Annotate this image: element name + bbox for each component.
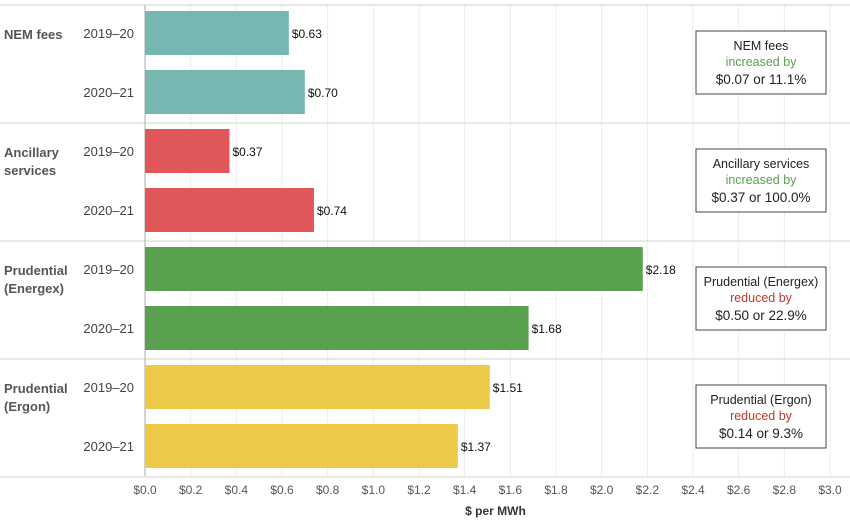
annotation-change: increased by <box>726 55 798 69</box>
annotation-change: increased by <box>726 173 798 187</box>
bar <box>145 11 289 55</box>
x-tick-label: $1.4 <box>453 483 477 497</box>
annotation-title: Prudential (Energex) <box>704 275 819 289</box>
group-label: Ancillary services <box>4 145 60 178</box>
x-tick-label: $2.0 <box>590 483 614 497</box>
x-axis-title: $ per MWh <box>465 504 526 518</box>
x-tick-label: $1.6 <box>499 483 523 497</box>
data-label: $1.37 <box>461 440 491 454</box>
bar <box>145 306 529 350</box>
annotation-change: reduced by <box>730 409 793 423</box>
data-label: $2.18 <box>646 263 676 277</box>
x-tick-label: $2.6 <box>727 483 751 497</box>
annotation-detail: $0.50 or 22.9% <box>715 308 807 323</box>
data-label: $0.63 <box>292 27 322 41</box>
data-label: $1.68 <box>532 322 562 336</box>
period-label: 2020–21 <box>83 85 134 100</box>
group-label: Prudential (Energex) <box>4 263 68 296</box>
period-label: 2020–21 <box>83 439 134 454</box>
x-tick-label: $0.6 <box>270 483 294 497</box>
annotation-box <box>695 266 827 331</box>
data-label: $0.74 <box>317 204 347 218</box>
period-label: 2019–20 <box>83 380 134 395</box>
x-tick-label: $3.0 <box>818 483 842 497</box>
x-tick-label: $0.0 <box>133 483 157 497</box>
bar <box>145 129 230 173</box>
period-label: 2019–20 <box>83 262 134 277</box>
period-label: 2020–21 <box>83 203 134 218</box>
data-label: $0.37 <box>232 145 262 159</box>
annotation-detail: $0.14 or 9.3% <box>719 426 803 441</box>
x-tick-label: $1.8 <box>544 483 568 497</box>
period-label: 2019–20 <box>83 26 134 41</box>
bar <box>145 188 314 232</box>
annotation-box <box>695 148 827 213</box>
annotation-change: reduced by <box>730 291 793 305</box>
annotation-box <box>695 384 827 449</box>
group-label: Prudential (Ergon) <box>4 381 68 414</box>
data-label: $0.70 <box>308 86 338 100</box>
x-tick-label: $2.2 <box>636 483 660 497</box>
bar <box>145 247 643 291</box>
annotation-title: Ancillary services <box>713 157 810 171</box>
x-tick-label: $2.8 <box>773 483 797 497</box>
annotation-title: NEM fees <box>734 39 789 53</box>
period-label: 2020–21 <box>83 321 134 336</box>
x-tick-label: $0.8 <box>316 483 340 497</box>
bar <box>145 365 490 409</box>
data-label: $1.51 <box>493 381 523 395</box>
bar <box>145 70 305 114</box>
bar <box>145 424 458 468</box>
annotation-title: Prudential (Ergon) <box>710 393 811 407</box>
annotation-box <box>695 30 827 95</box>
x-tick-label: $0.4 <box>225 483 249 497</box>
annotation-detail: $0.07 or 11.1% <box>716 72 807 87</box>
annotation-detail: $0.37 or 100.0% <box>711 190 810 205</box>
period-label: 2019–20 <box>83 144 134 159</box>
x-tick-label: $1.2 <box>407 483 431 497</box>
x-tick-label: $0.2 <box>179 483 203 497</box>
group-label: NEM fees <box>4 27 63 42</box>
x-tick-label: $1.0 <box>362 483 386 497</box>
x-tick-label: $2.4 <box>681 483 705 497</box>
